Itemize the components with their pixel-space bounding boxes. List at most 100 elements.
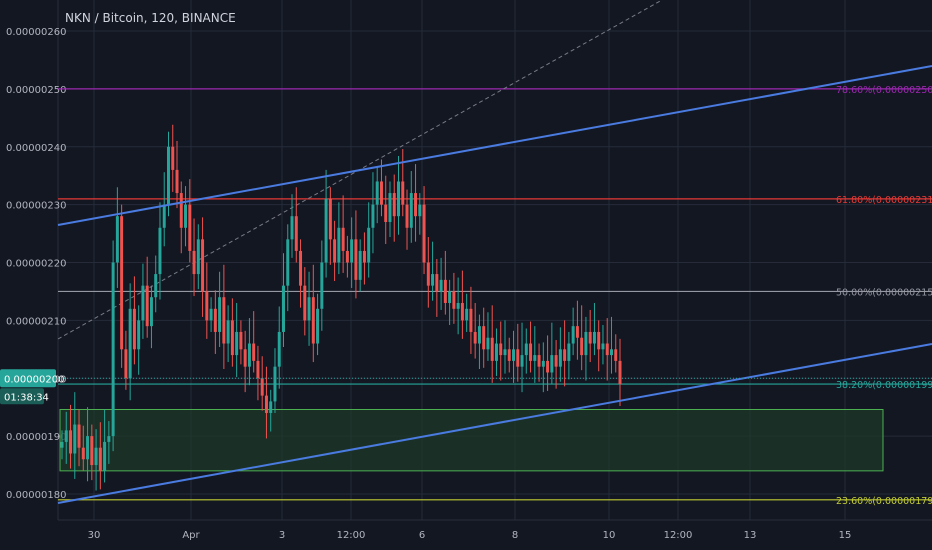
candle-body[interactable] xyxy=(418,204,422,217)
candle-body[interactable] xyxy=(367,227,371,263)
candle-body[interactable] xyxy=(286,239,290,286)
candle-body[interactable] xyxy=(260,378,264,396)
candle-body[interactable] xyxy=(460,303,464,321)
candle-body[interactable] xyxy=(588,331,592,344)
candle-body[interactable] xyxy=(115,216,119,263)
candle-body[interactable] xyxy=(541,360,545,367)
candle-body[interactable] xyxy=(499,343,503,356)
candle-body[interactable] xyxy=(184,204,188,228)
candle-body[interactable] xyxy=(230,320,234,356)
candle-body[interactable] xyxy=(282,285,285,332)
candle-body[interactable] xyxy=(482,326,486,350)
candle-body[interactable] xyxy=(558,349,562,367)
candle-body[interactable] xyxy=(307,297,311,321)
candle-body[interactable] xyxy=(392,193,396,217)
candle-body[interactable] xyxy=(320,262,324,309)
candle-body[interactable] xyxy=(120,216,124,350)
candle-body[interactable] xyxy=(486,337,490,350)
candle-body[interactable] xyxy=(452,291,456,309)
candle-body[interactable] xyxy=(269,401,273,413)
candle-body[interactable] xyxy=(414,193,418,217)
candle-body[interactable] xyxy=(550,355,554,373)
candle-body[interactable] xyxy=(73,424,77,454)
candle-body[interactable] xyxy=(107,436,111,442)
candle-body[interactable] xyxy=(456,303,460,309)
candle-body[interactable] xyxy=(273,366,277,402)
candle-body[interactable] xyxy=(507,349,511,361)
candle-body[interactable] xyxy=(145,285,149,327)
candle-body[interactable] xyxy=(512,349,516,361)
candle-body[interactable] xyxy=(81,447,85,460)
candle-body[interactable] xyxy=(277,331,281,367)
candle-body[interactable] xyxy=(247,343,251,367)
candle-body[interactable] xyxy=(333,239,337,263)
candle-body[interactable] xyxy=(69,430,73,454)
candle-body[interactable] xyxy=(405,204,409,228)
candle-body[interactable] xyxy=(252,343,256,361)
candle-body[interactable] xyxy=(94,447,98,466)
candle-body[interactable] xyxy=(77,424,81,448)
candle-body[interactable] xyxy=(154,274,158,298)
candle-body[interactable] xyxy=(401,181,405,205)
candle-body[interactable] xyxy=(86,436,90,460)
candle-body[interactable] xyxy=(218,297,222,332)
candle-body[interactable] xyxy=(201,239,205,292)
candle-body[interactable] xyxy=(171,146,175,170)
candle-body[interactable] xyxy=(256,360,260,379)
candle-body[interactable] xyxy=(316,308,320,344)
candle-body[interactable] xyxy=(98,447,102,471)
candle-body[interactable] xyxy=(222,297,226,344)
candle-body[interactable] xyxy=(239,331,243,350)
candle-body[interactable] xyxy=(605,343,609,356)
candle-body[interactable] xyxy=(111,262,115,437)
candle-body[interactable] xyxy=(196,239,200,275)
candle-body[interactable] xyxy=(477,326,481,344)
candle-body[interactable] xyxy=(503,349,507,356)
candle-body[interactable] xyxy=(431,274,435,286)
candle-body[interactable] xyxy=(328,198,332,240)
candle-body[interactable] xyxy=(584,331,588,356)
candle-body[interactable] xyxy=(60,441,64,448)
candle-body[interactable] xyxy=(618,360,622,385)
candle-body[interactable] xyxy=(264,395,268,413)
candle-body[interactable] xyxy=(128,308,132,379)
candle-body[interactable] xyxy=(290,216,294,240)
candle-body[interactable] xyxy=(546,360,550,373)
candle-body[interactable] xyxy=(149,297,153,327)
candle-body[interactable] xyxy=(350,239,354,263)
candle-body[interactable] xyxy=(524,343,528,356)
candle-body[interactable] xyxy=(175,169,179,194)
candle-body[interactable] xyxy=(469,308,473,332)
candle-body[interactable] xyxy=(614,349,618,361)
candle-body[interactable] xyxy=(529,343,533,361)
candle-body[interactable] xyxy=(443,279,447,304)
candle-body[interactable] xyxy=(345,250,349,263)
candle-body[interactable] xyxy=(409,193,413,228)
candle-body[interactable] xyxy=(465,308,469,321)
candle-body[interactable] xyxy=(192,250,196,275)
candle-body[interactable] xyxy=(439,279,443,292)
candle-body[interactable] xyxy=(448,291,452,304)
candle-body[interactable] xyxy=(209,308,213,321)
candle-body[interactable] xyxy=(243,349,247,367)
candle-body[interactable] xyxy=(141,285,145,321)
candle-body[interactable] xyxy=(226,320,230,344)
candle-body[interactable] xyxy=(294,216,298,251)
candle-body[interactable] xyxy=(422,204,426,263)
candle-body[interactable] xyxy=(188,204,192,251)
candle-body[interactable] xyxy=(375,181,379,205)
candle-body[interactable] xyxy=(397,181,400,217)
candle-body[interactable] xyxy=(303,285,307,321)
candle-body[interactable] xyxy=(575,326,579,338)
candle-body[interactable] xyxy=(379,181,383,205)
candle-body[interactable] xyxy=(235,331,239,356)
candle-body[interactable] xyxy=(90,436,94,466)
candle-body[interactable] xyxy=(103,441,107,471)
candle-body[interactable] xyxy=(592,331,596,344)
candle-body[interactable] xyxy=(371,204,375,228)
candle-body[interactable] xyxy=(132,308,136,350)
candle-body[interactable] xyxy=(311,297,315,344)
upper-trendline[interactable] xyxy=(57,65,932,226)
candle-body[interactable] xyxy=(563,349,567,361)
